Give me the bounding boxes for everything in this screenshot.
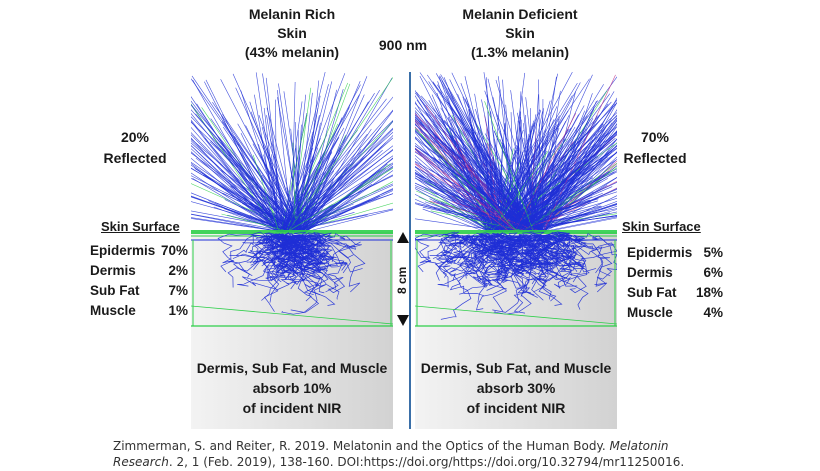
layer-pct: 6% bbox=[703, 265, 723, 280]
left-panel bbox=[191, 72, 393, 429]
citation-line2: Research. 2, 1 (Feb. 2019), 138-160. DOI… bbox=[113, 454, 813, 470]
right-absorb-line2: absorb 30% bbox=[476, 380, 556, 396]
left-title-line2: Skin bbox=[277, 25, 307, 41]
layer-pct: 18% bbox=[695, 285, 723, 300]
layer-pct: 7% bbox=[168, 283, 188, 298]
scattered-rays bbox=[217, 231, 366, 315]
citation-journal: Melatonin bbox=[609, 439, 669, 453]
citation-line2-text: . 2, 1 (Feb. 2019), 138-160. DOI:https:/… bbox=[168, 455, 685, 469]
tissue-boundaries bbox=[415, 240, 617, 327]
layer-pct: 70% bbox=[160, 243, 188, 258]
right-absorb-line1: Dermis, Sub Fat, and Muscle bbox=[420, 360, 612, 376]
right-surface-label: Skin Surface bbox=[622, 219, 701, 234]
layer-name: Sub Fat bbox=[90, 283, 140, 298]
left-layer-row: Dermis 2% bbox=[90, 261, 188, 281]
layer-pct: 5% bbox=[703, 245, 723, 260]
right-absorb-line3: of incident NIR bbox=[466, 400, 566, 416]
left-reflected-label: Reflected bbox=[103, 150, 167, 166]
right-title: Melanin Deficient Skin (1.3% melanin) bbox=[440, 5, 600, 62]
scattered-rays bbox=[415, 231, 617, 320]
right-ray-diagram bbox=[415, 72, 617, 429]
left-title: Melanin Rich Skin (43% melanin) bbox=[222, 5, 362, 62]
layer-pct: 4% bbox=[703, 305, 723, 320]
right-absorb-caption: Dermis, Sub Fat, and Muscle absorb 30% o… bbox=[415, 358, 617, 418]
right-layer-row: Epidermis 5% bbox=[627, 243, 723, 263]
left-layer-row: Muscle 1% bbox=[90, 301, 188, 321]
layer-name: Muscle bbox=[90, 303, 136, 318]
left-layer-table: Epidermis 70% Dermis 2% Sub Fat 7% Muscl… bbox=[90, 241, 188, 325]
left-absorb-caption: Dermis, Sub Fat, and Muscle absorb 10% o… bbox=[191, 358, 393, 418]
layer-pct: 1% bbox=[168, 303, 188, 318]
left-layer-row: Epidermis 70% bbox=[90, 241, 188, 261]
layer-name: Dermis bbox=[90, 263, 136, 278]
left-layer-row: Sub Fat 7% bbox=[90, 281, 188, 301]
left-absorb-line3: of incident NIR bbox=[242, 400, 342, 416]
tissue-boundaries bbox=[191, 240, 393, 327]
layer-name: Epidermis bbox=[627, 245, 693, 260]
left-reflected: 20% Reflected bbox=[90, 127, 180, 169]
incident-rays bbox=[191, 72, 393, 233]
depth-label: 8 cm bbox=[395, 266, 409, 294]
left-absorb-line2: absorb 10% bbox=[252, 380, 332, 396]
layer-name: Epidermis bbox=[90, 243, 156, 258]
layer-pct: 2% bbox=[168, 263, 188, 278]
right-layer-row: Dermis 6% bbox=[627, 263, 723, 283]
left-ray-diagram bbox=[191, 72, 393, 429]
right-title-line2: Skin bbox=[505, 25, 535, 41]
right-reflected-pct: 70% bbox=[640, 129, 670, 145]
wavelength-label: 900 nm bbox=[378, 37, 428, 53]
incident-rays bbox=[415, 72, 617, 233]
citation-line1-text: Zimmerman, S. and Reiter, R. 2019. Melat… bbox=[113, 439, 610, 453]
right-reflected-label: Reflected bbox=[623, 150, 687, 166]
citation-line1: Zimmerman, S. and Reiter, R. 2019. Melat… bbox=[113, 438, 813, 454]
left-absorb-line1: Dermis, Sub Fat, and Muscle bbox=[196, 360, 388, 376]
right-panel bbox=[415, 72, 617, 429]
layer-name: Dermis bbox=[627, 265, 673, 280]
right-layer-row: Muscle 4% bbox=[627, 303, 723, 323]
depth-indicator bbox=[396, 232, 410, 326]
left-reflected-pct: 20% bbox=[120, 129, 150, 145]
left-surface-label: Skin Surface bbox=[101, 219, 180, 234]
right-title-line1: Melanin Deficient bbox=[462, 6, 578, 22]
right-layer-table: Epidermis 5% Dermis 6% Sub Fat 18% Muscl… bbox=[627, 243, 723, 327]
citation-journal-cont: Research bbox=[113, 455, 169, 469]
right-reflected: 70% Reflected bbox=[610, 127, 700, 169]
right-title-line3: (1.3% melanin) bbox=[470, 44, 570, 60]
left-title-line3: (43% melanin) bbox=[244, 44, 340, 60]
layer-name: Muscle bbox=[627, 305, 673, 320]
layer-name: Sub Fat bbox=[627, 285, 677, 300]
lower-region bbox=[415, 327, 617, 429]
panel-divider bbox=[409, 72, 411, 429]
left-title-line1: Melanin Rich bbox=[248, 6, 336, 22]
citation: Zimmerman, S. and Reiter, R. 2019. Melat… bbox=[113, 438, 813, 470]
depth-arrows-icon bbox=[397, 232, 409, 326]
lower-region bbox=[191, 327, 393, 429]
right-layer-row: Sub Fat 18% bbox=[627, 283, 723, 303]
